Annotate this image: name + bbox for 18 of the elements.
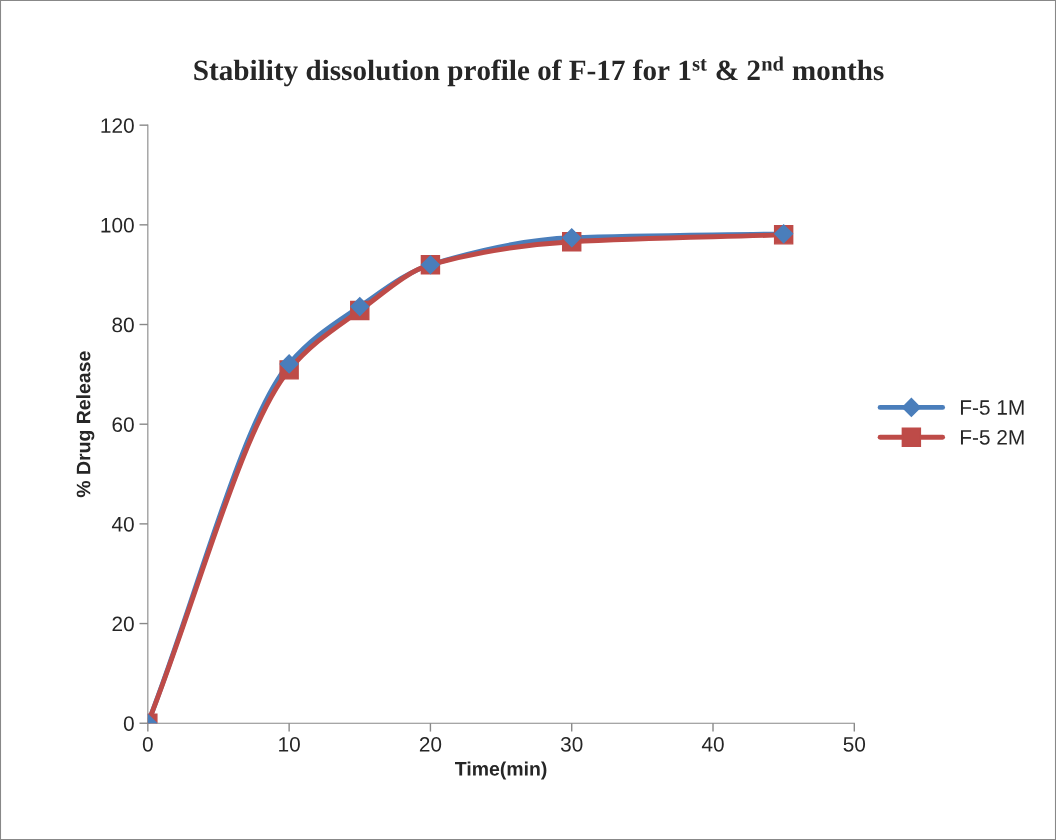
x-tick-label: 30	[560, 736, 583, 752]
x-tick-label: 20	[419, 736, 442, 752]
chart-title: Stability dissolution profile of F-17 for 1$^{st}$ & 2$^{nd}$ months	[194, 56, 884, 87]
legend-label: F-5 1M	[960, 400, 1024, 415]
y-tick-label: 20	[112, 616, 134, 632]
y-axis-title: % Drug Release	[76, 351, 95, 498]
y-tick-label: 40	[111, 516, 134, 532]
legend-label: F-5 2M	[960, 429, 1024, 445]
x-tick-label: 50	[843, 736, 866, 752]
x-tick-label: 10	[279, 736, 300, 752]
y-tick-label: 100	[101, 217, 134, 233]
y-tick-label: 80	[112, 317, 134, 333]
x-tick-label: 0	[142, 736, 153, 752]
x-tick-label: 40	[701, 736, 724, 752]
y-tick-label: 120	[101, 118, 134, 133]
x-axis-title: Time(min)	[455, 761, 547, 780]
y-tick-label: 0	[123, 716, 134, 731]
y-tick-label: 60	[112, 417, 134, 432]
